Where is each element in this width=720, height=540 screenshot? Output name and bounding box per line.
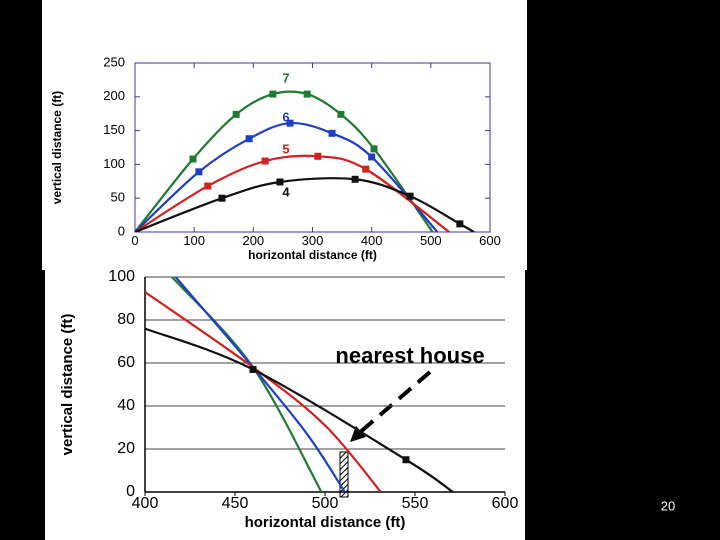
x-tick-label: 400 <box>361 233 383 248</box>
marker <box>328 129 336 137</box>
x-tick-label: 300 <box>302 233 324 248</box>
y-tick-label: 20 <box>117 440 135 457</box>
x-tick-label: 450 <box>222 495 249 512</box>
x-tick-label: 500 <box>420 233 442 248</box>
x-tick-label: 200 <box>242 233 264 248</box>
plot <box>145 277 454 492</box>
curve-label: 7 <box>282 70 289 85</box>
y-tick-label: 100 <box>103 156 125 171</box>
x-tick-label: 0 <box>131 233 138 248</box>
marker <box>337 110 345 118</box>
page-number: 20 <box>661 498 675 513</box>
y-axis-label: vertical distance (ft) <box>50 91 64 204</box>
house <box>339 451 349 498</box>
x-tick-label: 600 <box>492 495 519 512</box>
marker <box>303 90 311 98</box>
arrow <box>356 370 432 436</box>
x-axis-label: horizontal distance (ft) <box>248 248 377 262</box>
y-tick-label: 0 <box>126 483 135 500</box>
curve <box>145 327 454 492</box>
y-tick-label: 250 <box>103 54 125 69</box>
x-tick-label: 400 <box>132 495 159 512</box>
plot-frame <box>134 62 491 233</box>
marker <box>362 165 370 173</box>
marker <box>218 194 226 202</box>
x-tick-label: 550 <box>402 495 429 512</box>
marker <box>370 145 378 153</box>
marker <box>269 90 277 98</box>
marker <box>456 220 464 228</box>
marker <box>314 152 322 160</box>
x-tick-label: 100 <box>183 233 205 248</box>
marker <box>232 110 240 118</box>
marker <box>402 456 410 464</box>
annotation: nearest house <box>335 343 484 368</box>
x-axis-label: horizontal distance (ft) <box>245 514 406 531</box>
top-panel <box>42 0 527 270</box>
chart: 0 50 100 150 200 250 0 100 200 300 400 500 600 horizo… <box>50 54 501 262</box>
y-tick-label: 100 <box>108 268 135 285</box>
curve <box>174 277 346 492</box>
chart: 0 20 40 60 80 100 400 450 500 550 600 horizontal di… <box>59 268 518 531</box>
y-tick-label: 50 <box>111 190 125 205</box>
curve-label: 4 <box>282 184 290 199</box>
plot <box>135 90 475 232</box>
marker <box>261 157 269 165</box>
y-tick-label: 0 <box>118 223 125 238</box>
y-tick-label: 40 <box>117 397 135 414</box>
y-tick-label: 150 <box>103 122 125 137</box>
y-tick-label: 60 <box>117 354 135 371</box>
marker <box>286 119 294 127</box>
x-tick-label: 500 <box>312 495 339 512</box>
y-tick-label: 200 <box>103 88 125 103</box>
marker <box>406 192 414 200</box>
marker <box>351 175 359 183</box>
curve <box>135 154 450 232</box>
x-tick-label: 600 <box>479 233 501 248</box>
marker <box>189 155 197 163</box>
marker <box>195 168 203 176</box>
marker <box>245 135 253 143</box>
marker <box>204 182 212 190</box>
arrow-head <box>350 426 366 442</box>
y-axis-label: vertical distance (ft) <box>59 314 76 456</box>
curve-label: 6 <box>282 109 289 124</box>
y-tick-label: 80 <box>117 311 135 328</box>
marker <box>276 178 284 186</box>
marker <box>249 365 257 373</box>
marker <box>368 153 376 161</box>
curve-label: 5 <box>282 141 289 156</box>
curve <box>145 291 382 492</box>
